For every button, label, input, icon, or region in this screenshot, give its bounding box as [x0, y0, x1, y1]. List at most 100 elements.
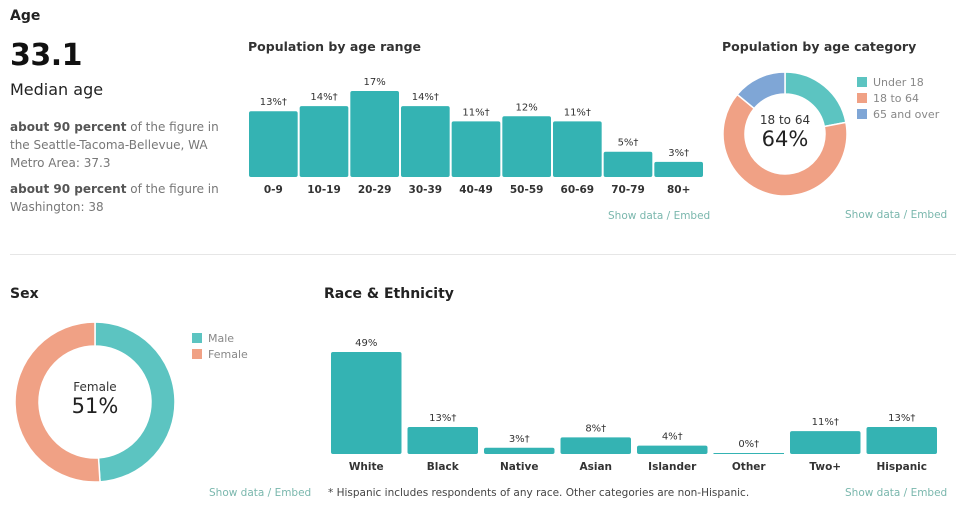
bar[interactable]: [401, 106, 450, 177]
race-footnote: * Hispanic includes respondents of any r…: [328, 487, 750, 499]
sex-show-data-link[interactable]: Show data: [209, 487, 265, 499]
bar-category-label: Other: [732, 461, 767, 473]
bar[interactable]: [866, 426, 938, 454]
age-category-center-value: 64%: [761, 127, 809, 151]
bar-value-label: 4%†: [662, 432, 683, 443]
legend-label: 18 to 64: [873, 91, 920, 105]
bar-value-label: 5%†: [618, 138, 639, 149]
legend-swatch: [857, 77, 867, 87]
age-range-embed-link[interactable]: Embed: [673, 210, 711, 222]
link-separator: /: [666, 210, 671, 222]
donut-slice-65-and-over[interactable]: [736, 72, 786, 110]
state-comparison-bold: about 90 percent: [10, 182, 127, 196]
legend-label: Female: [208, 347, 248, 361]
bar[interactable]: [654, 161, 703, 177]
bar-value-label: 12%: [516, 102, 538, 113]
bar-category-label: 30-39: [409, 184, 443, 196]
bar-category-label: Two+: [809, 461, 841, 473]
bar-category-label: 0-9: [264, 184, 283, 196]
median-age-value: 33.1: [10, 38, 83, 73]
legend-label: 65 and over: [873, 107, 940, 121]
bar-category-label: Black: [427, 461, 460, 473]
sex-center: Female 51%: [15, 380, 175, 418]
sex-center-label: Female: [73, 380, 117, 394]
bar[interactable]: [350, 91, 399, 177]
legend-item-female: Female: [192, 346, 248, 362]
race-links: Show data / Embed: [845, 487, 947, 499]
legend-swatch: [192, 333, 202, 343]
donut-slice-18-to-64[interactable]: [723, 93, 847, 196]
bar-category-label: 80+: [667, 184, 690, 196]
age-category-legend: Under 18 18 to 64 65 and over: [857, 74, 939, 122]
bar[interactable]: [451, 121, 501, 177]
race-chart: 49% White 13%† Black 3%† Native 8%† Asian 4%† Isl…: [331, 338, 938, 473]
link-separator: /: [903, 487, 908, 499]
bar-category-label: 70-79: [611, 184, 645, 196]
age-category-chart-title: Population by age category: [722, 39, 917, 54]
bar-value-label: 13%†: [429, 413, 456, 424]
race-embed-link[interactable]: Embed: [910, 487, 948, 499]
sex-section-title: Sex: [10, 286, 39, 302]
bar[interactable]: [299, 106, 349, 177]
link-separator: /: [903, 209, 908, 221]
legend-label: Under 18: [873, 75, 924, 89]
legend-swatch: [857, 109, 867, 119]
bar[interactable]: [484, 447, 555, 454]
state-comparison-text: of the figure in Washington: 38: [10, 182, 219, 214]
bar-category-label: Native: [500, 461, 538, 473]
race-section-title: Race & Ethnicity: [324, 286, 454, 302]
bar-value-label: 13%†: [888, 413, 915, 424]
bar-category-label: 60-69: [561, 184, 595, 196]
bar-value-label: 11%†: [812, 417, 839, 428]
age-range-show-data-link[interactable]: Show data: [608, 210, 664, 222]
link-separator: /: [267, 487, 272, 499]
sex-links: Show data / Embed: [209, 487, 311, 499]
bar-value-label: 14%†: [310, 92, 337, 103]
state-comparison: about 90 percent of the figure in Washin…: [10, 180, 240, 216]
bar-value-label: 8%†: [585, 423, 606, 434]
bar-value-label: 3%†: [509, 434, 530, 445]
age-category-donut: [723, 72, 847, 196]
bar[interactable]: [502, 116, 551, 177]
metro-comparison-text: of the figure in the Seattle-Tacoma-Bell…: [10, 120, 219, 170]
age-section-title: Age: [10, 8, 41, 24]
legend-swatch: [192, 349, 202, 359]
age-range-links: Show data / Embed: [608, 210, 710, 222]
legend-item-65-and-over: 65 and over: [857, 106, 939, 122]
bar[interactable]: [331, 352, 402, 454]
age-category-show-data-link[interactable]: Show data: [845, 209, 901, 221]
age-category-center-label: 18 to 64: [759, 113, 811, 127]
bar-value-label: 17%: [364, 77, 386, 88]
age-category-embed-link[interactable]: Embed: [910, 209, 948, 221]
bar[interactable]: [553, 121, 602, 177]
bar-value-label: 0%†: [738, 439, 759, 450]
legend-swatch: [857, 93, 867, 103]
sex-embed-link[interactable]: Embed: [274, 487, 312, 499]
age-category-links: Show data / Embed: [845, 209, 947, 221]
race-show-data-link[interactable]: Show data: [845, 487, 901, 499]
bar[interactable]: [603, 151, 653, 177]
section-divider: [10, 254, 956, 255]
bar-category-label: White: [349, 461, 384, 473]
legend-item-male: Male: [192, 330, 248, 346]
bar-category-label: 10-19: [307, 184, 341, 196]
bar[interactable]: [637, 445, 708, 454]
age-category-center: 18 to 64 64%: [723, 113, 847, 151]
bar[interactable]: [407, 426, 479, 454]
sex-donut: [15, 322, 175, 482]
metro-comparison-bold: about 90 percent: [10, 120, 127, 134]
bar-category-label: 40-49: [459, 184, 493, 196]
bar[interactable]: [249, 111, 298, 177]
bar-value-label: 11%†: [564, 107, 591, 118]
bar-category-label: 20-29: [358, 184, 392, 196]
median-age-label: Median age: [10, 80, 104, 99]
bar-category-label: Islander: [648, 461, 697, 473]
bar[interactable]: [790, 431, 861, 454]
donut-slice-male[interactable]: [94, 322, 175, 482]
bar[interactable]: [560, 437, 632, 454]
age-range-chart: 13%† 0-9 14%† 10-19 17% 20-29 14%† 30-39 11%† 40-…: [249, 77, 703, 196]
bar-value-label: 11%†: [462, 107, 489, 118]
donut-slice-female[interactable]: [15, 322, 101, 482]
bar-value-label: 3%†: [668, 148, 689, 159]
age-range-chart-title: Population by age range: [248, 39, 421, 54]
